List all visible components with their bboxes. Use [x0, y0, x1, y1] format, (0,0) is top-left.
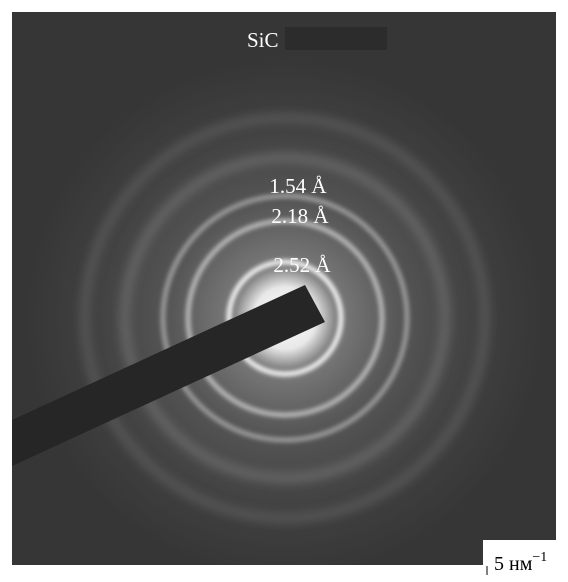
- scale-text: 5 нм: [494, 553, 533, 575]
- ring: [185, 218, 385, 418]
- ring: [160, 193, 410, 443]
- ring-label: 2.18 Å: [271, 204, 329, 228]
- ring: [81, 114, 489, 522]
- scale-superscript: −1: [532, 550, 547, 565]
- ring-label: 1.54 Å: [269, 174, 327, 198]
- background: [12, 12, 556, 565]
- redaction: [285, 27, 387, 50]
- ring: [121, 154, 449, 482]
- beam-stopper: [12, 285, 325, 466]
- scale-box: [483, 540, 568, 577]
- ring-label: 2.52 Å: [273, 253, 331, 277]
- scale-label: 5 нм−1: [494, 550, 547, 575]
- ring: [226, 259, 344, 377]
- title: SiC: [247, 28, 279, 52]
